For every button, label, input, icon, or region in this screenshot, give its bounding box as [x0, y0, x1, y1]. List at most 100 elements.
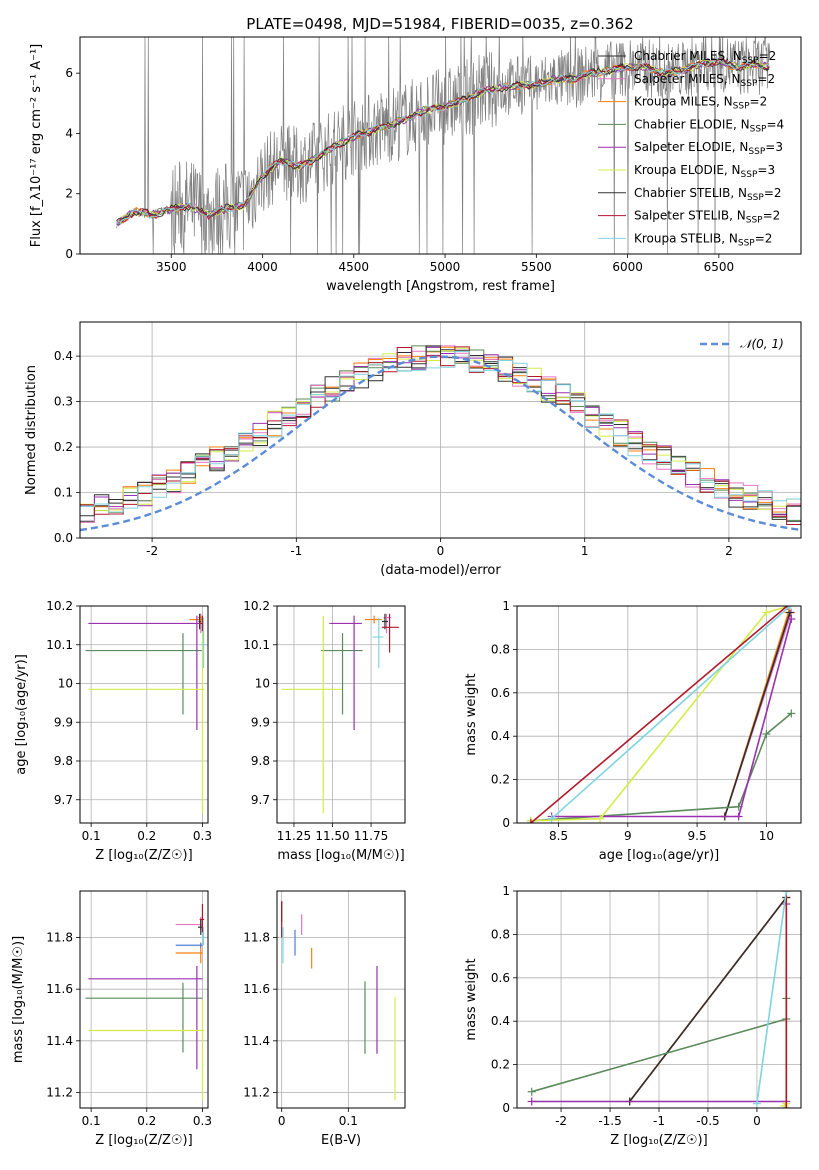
- y-axis-label: mass weight: [464, 673, 479, 755]
- y-tick-label: 0.1: [54, 486, 73, 500]
- axes-frame: [79, 36, 802, 255]
- x-tick-label: 3500: [156, 260, 187, 274]
- y-tick-label: 0.2: [491, 1058, 510, 1072]
- legend-label: Kroupa STELIB, NSSP=2: [634, 231, 772, 248]
- y-tick-label: 0.8: [491, 642, 510, 656]
- series-line: [756, 891, 788, 1104]
- legend-label: Salpeter ELODIE, NSSP=3: [634, 140, 783, 157]
- x-tick-label: 0.2: [137, 829, 156, 843]
- y-tick-label: 0.4: [491, 1014, 510, 1028]
- x-axis-label: Z [log₁₀(Z/Z☉)]: [610, 1133, 707, 1148]
- y-axis-label: age [log₁₀(age/yr)]: [14, 654, 29, 775]
- series-line: [551, 606, 791, 820]
- y-tick-label: 0.8: [491, 927, 510, 941]
- panel-massweight_vs_Z: -2 -1.5 -1 -0.5 0 0 0.2 0.4 0.6 0.8 1 Z [log₁₀(Z/Z☉…: [464, 884, 802, 1148]
- errorbar-point: [175, 916, 203, 930]
- x-axis-label: Z [log₁₀(Z/Z☉)]: [95, 1133, 192, 1148]
- y-tick-label: 0: [502, 816, 510, 830]
- errorbar-point: [88, 999, 205, 1101]
- legend-label: 𝒩(0, 1): [740, 337, 784, 351]
- model-spectrum-line: [116, 57, 770, 225]
- series-marker: [527, 1097, 536, 1106]
- x-tick-label: 0.2: [137, 1114, 156, 1128]
- x-tick-label: -1: [290, 544, 302, 558]
- errorbar-point: [175, 942, 203, 948]
- plot-area-age_vs_Z: [85, 613, 206, 814]
- y-tick-label: 10.1: [243, 638, 270, 652]
- x-tick-label: 0: [278, 1114, 286, 1128]
- legend: Chabrier MILES, NSSP=2 Salpeter MILES, NS…: [598, 49, 784, 248]
- y-tick-label: 0.0: [54, 531, 73, 545]
- series-marker: [785, 606, 794, 610]
- x-tick-label: 6000: [612, 260, 643, 274]
- x-axis-label: E(B-V): [321, 1133, 361, 1148]
- y-tick-label: 10: [255, 677, 270, 691]
- panel-age_vs_mass: 11.25 11.50 11.75 9.7 9.8 9.9 10 10.1 10.2 mass […: [243, 599, 406, 863]
- series-marker: [734, 812, 743, 821]
- histogram-step: [80, 345, 801, 520]
- y-tick-label: 9.7: [251, 793, 270, 807]
- legend-label: Chabrier STELIB, NSSP=2: [634, 186, 782, 203]
- y-axis-label: Flux [f_λ10⁻¹⁷ erg cm⁻² s⁻¹ A⁻¹]: [29, 44, 44, 248]
- y-tick-label: 0: [65, 247, 73, 261]
- axes-frame: [79, 890, 209, 1109]
- x-tick-label: -1.5: [598, 1114, 621, 1128]
- errorbar-point: [88, 615, 205, 814]
- series-marker: [782, 891, 791, 895]
- panel-mass_vs_ebv: 0 0.1 11.2 11.4 11.6 11.8 E(B-V): [243, 890, 406, 1148]
- x-tick-label: 9: [624, 829, 632, 843]
- plot-area-spectrum: [116, 37, 771, 254]
- y-tick-label: 10.2: [243, 599, 270, 613]
- y-tick-label: 9.8: [251, 754, 270, 768]
- errorbar-point: [189, 615, 203, 624]
- plot-area-mass_vs_ebv: [281, 901, 396, 1101]
- y-tick-label: 11.4: [46, 1034, 73, 1048]
- errorbar-point: [85, 982, 203, 1053]
- y-tick-label: 0.2: [491, 773, 510, 787]
- errorbar-point: [329, 615, 362, 730]
- series-marker: [780, 1101, 789, 1108]
- y-tick-label: 1: [502, 599, 510, 613]
- x-tick-label: 5500: [521, 260, 552, 274]
- legend-label: Salpeter MILES, NSSP=2: [634, 72, 775, 89]
- series-line: [530, 606, 788, 823]
- errorbar-point: [199, 903, 205, 933]
- figure-title: PLATE=0498, MJD=51984, FIBERID=0035, z=0…: [246, 15, 633, 33]
- axes-frame: [516, 605, 802, 824]
- errorbar-point: [320, 633, 363, 715]
- y-tick-label: 0.3: [54, 395, 73, 409]
- series-marker: [762, 730, 771, 739]
- panel-mass_vs_Z: 0.1 0.2 0.3 11.2 11.4 11.6 11.8 Z [log₁₀(Z/Z☉)]…: [11, 890, 212, 1148]
- series-marker: [547, 814, 556, 823]
- y-tick-label: 0.4: [491, 729, 510, 743]
- y-axis-label: Normed distribution: [24, 365, 39, 495]
- x-tick-label: 1: [581, 544, 589, 558]
- x-tick-label: 6500: [704, 260, 735, 274]
- x-tick-label: 0.3: [193, 1114, 212, 1128]
- x-axis-label: age [log₁₀(age/yr)]: [599, 848, 720, 863]
- y-tick-label: 9.9: [54, 715, 73, 729]
- errorbar-point: [88, 965, 203, 1070]
- series-line: [724, 612, 791, 817]
- x-tick-label: -1: [653, 1114, 665, 1128]
- y-tick-label: 10.2: [46, 599, 73, 613]
- errorbar-point: [381, 613, 399, 653]
- x-axis-label: mass [log₁₀(M/M☉)]: [277, 848, 404, 863]
- series-line: [530, 712, 792, 822]
- x-tick-label: 5000: [430, 260, 461, 274]
- errorbar-point: [88, 615, 203, 730]
- y-tick-label: 11.6: [243, 982, 270, 996]
- x-tick-label: -2: [146, 544, 158, 558]
- errorbar-point: [201, 617, 206, 668]
- y-tick-label: 9.7: [54, 793, 73, 807]
- series-line: [628, 897, 787, 1102]
- y-tick-label: 0.2: [54, 440, 73, 454]
- series-marker: [596, 814, 605, 823]
- x-axis-label: wavelength [Angstrom, rest frame]: [326, 279, 555, 294]
- x-tick-label: 11.25: [277, 829, 311, 843]
- legend-label: Chabrier ELODIE, NSSP=4: [634, 117, 784, 134]
- x-tick-label: 0.1: [82, 829, 101, 843]
- x-axis-label: Z [log₁₀(Z/Z☉)]: [95, 848, 192, 863]
- series-marker: [526, 819, 535, 823]
- panel-massweight_vs_age: 8.5 9 9.5 10 0 0.2 0.4 0.6 0.8 1 age [log₁₀(age/yr…: [464, 599, 802, 863]
